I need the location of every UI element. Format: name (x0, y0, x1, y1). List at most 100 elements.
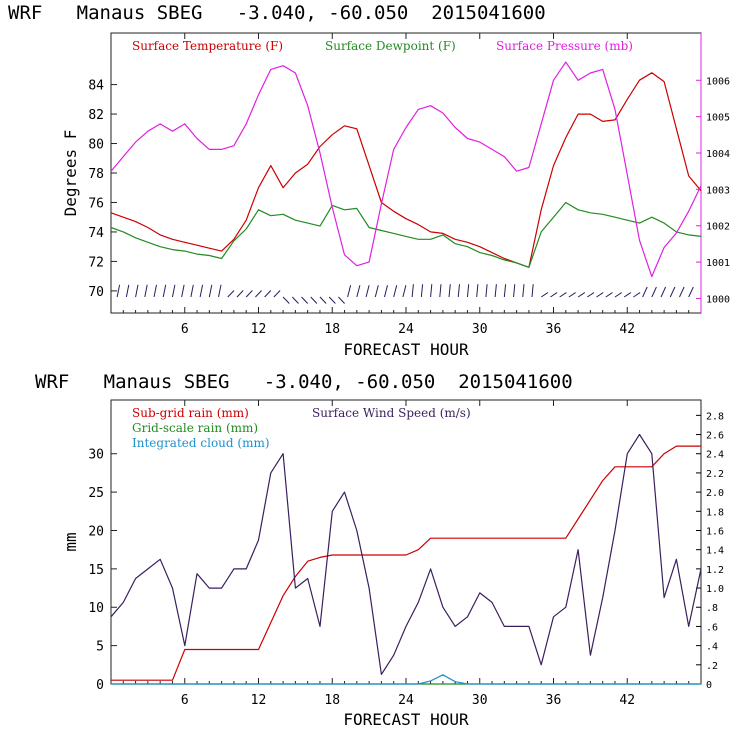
top-y-axis-label: Degrees F (61, 130, 80, 217)
wind-barb (476, 284, 479, 298)
wind-barb (633, 292, 641, 298)
surface-dewpoint-f-line (110, 201, 702, 268)
bottom-x-axis-label: FORECAST HOUR (343, 710, 469, 729)
wind-barb (393, 285, 398, 298)
y2-tick-label: .8 (706, 603, 718, 614)
wind-barb (596, 292, 604, 298)
y-tick-label: 76 (88, 196, 104, 211)
wind-barb (448, 284, 451, 298)
wind-barb (236, 290, 244, 298)
wind-barb (310, 296, 318, 304)
rain-wind-chart: WRF Manaus SBEG -3.040, -60.050 20150416… (35, 371, 724, 729)
wind-barb (273, 290, 281, 298)
bottom-chart-title: WRF Manaus SBEG -3.040, -60.050 20150416… (35, 371, 573, 393)
wind-barb (587, 292, 595, 298)
y-tick-label: 70 (88, 285, 104, 300)
wind-barb (227, 290, 235, 298)
bottom-series-lines (110, 433, 702, 685)
wind-barb (208, 284, 213, 298)
wind-barb (531, 284, 534, 298)
wind-barb (328, 296, 336, 304)
wind-barb (255, 290, 262, 298)
x-tick-label: 18 (324, 322, 340, 337)
y2-tick-label: 0 (706, 680, 712, 691)
y2-tick-label: .2 (706, 661, 718, 672)
wind-barb (623, 292, 632, 298)
wind-barb (181, 284, 185, 298)
wind-barb (688, 286, 694, 298)
x-tick-label: 36 (546, 322, 562, 337)
wind-barb (347, 285, 352, 298)
wind-barb (642, 286, 648, 298)
surface-wind-speed-m-s-line (110, 433, 702, 676)
wind-barb (374, 285, 379, 298)
wind-barb (162, 284, 167, 298)
wind-barb (245, 290, 253, 298)
legend-temperature: Surface Temperature (F) (132, 39, 283, 53)
wind-barb (190, 284, 194, 298)
y2-tick-label: 2.6 (706, 431, 724, 442)
y2-tick-label: 1000 (706, 294, 730, 305)
legend-integrated-cloud: Integrated cloud (mm) (132, 436, 270, 450)
top-x-ticks: 6 12 18 24 30 36 42 (122, 33, 690, 337)
wind-barb (135, 284, 139, 298)
wind-barb (513, 284, 516, 298)
wind-barb (264, 290, 272, 298)
y2-tick-label: 1004 (706, 149, 730, 160)
y2-tick-label: 1.6 (706, 526, 724, 537)
wind-barb (439, 284, 442, 298)
top-y2-ticks: 1000 1001 1002 1003 1004 1005 1006 (696, 76, 730, 305)
top-series-lines (110, 61, 702, 278)
wind-barb (411, 284, 414, 298)
y-tick-label: 25 (88, 486, 104, 501)
wind-barbs (116, 284, 694, 304)
legend-pressure: Surface Pressure (mb) (496, 39, 633, 53)
wind-barb (365, 285, 370, 298)
integrated-cloud-mm-line (111, 674, 701, 685)
y-tick-label: 0 (96, 678, 104, 693)
y-tick-label: 20 (88, 524, 104, 539)
legend-subgrid-rain: Sub-grid rain (mm) (132, 406, 249, 420)
y2-tick-label: 2.2 (706, 469, 724, 480)
wind-barb (153, 284, 157, 298)
y2-tick-label: 1.2 (706, 565, 724, 576)
wind-barb (291, 296, 299, 304)
bottom-x-ticks: 6 12 18 24 30 36 42 (122, 400, 690, 708)
x-tick-label: 6 (181, 693, 189, 708)
wind-barb (384, 285, 388, 298)
x-tick-label: 18 (324, 693, 340, 708)
wind-barb (171, 284, 176, 298)
bottom-y-ticks: 0 5 10 15 20 25 30 (88, 448, 117, 693)
wind-barb (522, 284, 525, 298)
y2-tick-label: 1003 (706, 185, 730, 196)
wind-barb (218, 284, 222, 298)
wind-barb (577, 292, 586, 298)
wind-barb (116, 284, 121, 298)
y-tick-label: 80 (88, 138, 104, 153)
y2-tick-label: 1002 (706, 222, 730, 233)
y2-tick-label: 1.8 (706, 507, 724, 518)
wind-barb (614, 292, 622, 298)
y2-tick-label: .6 (706, 622, 718, 633)
x-tick-label: 30 (472, 322, 488, 337)
x-tick-label: 24 (398, 693, 414, 708)
wind-barb (125, 284, 130, 298)
wind-barb (540, 292, 549, 298)
y2-tick-label: 2.4 (706, 450, 724, 461)
wind-barb (199, 284, 204, 298)
y2-tick-label: .4 (706, 642, 718, 653)
wind-barb (503, 284, 507, 298)
top-y-ticks: 70 72 74 76 78 80 82 84 (88, 79, 117, 300)
wind-barb (605, 292, 613, 298)
y-tick-label: 84 (88, 79, 104, 94)
wind-barb (356, 285, 361, 298)
temperature-chart: WRF Manaus SBEG -3.040, -60.050 20150416… (8, 2, 730, 359)
y-tick-label: 72 (88, 255, 104, 270)
y2-tick-label: 2.0 (706, 488, 724, 499)
y-tick-label: 74 (88, 226, 104, 241)
x-tick-label: 12 (251, 322, 267, 337)
top-chart-title: WRF Manaus SBEG -3.040, -60.050 20150416… (8, 2, 546, 24)
bottom-y2-ticks: 0 .2 .4 .6 .8 1.0 1.2 1.4 1.6 1.8 2.0 2.2 2.4 2.6 2.8 (696, 411, 724, 691)
